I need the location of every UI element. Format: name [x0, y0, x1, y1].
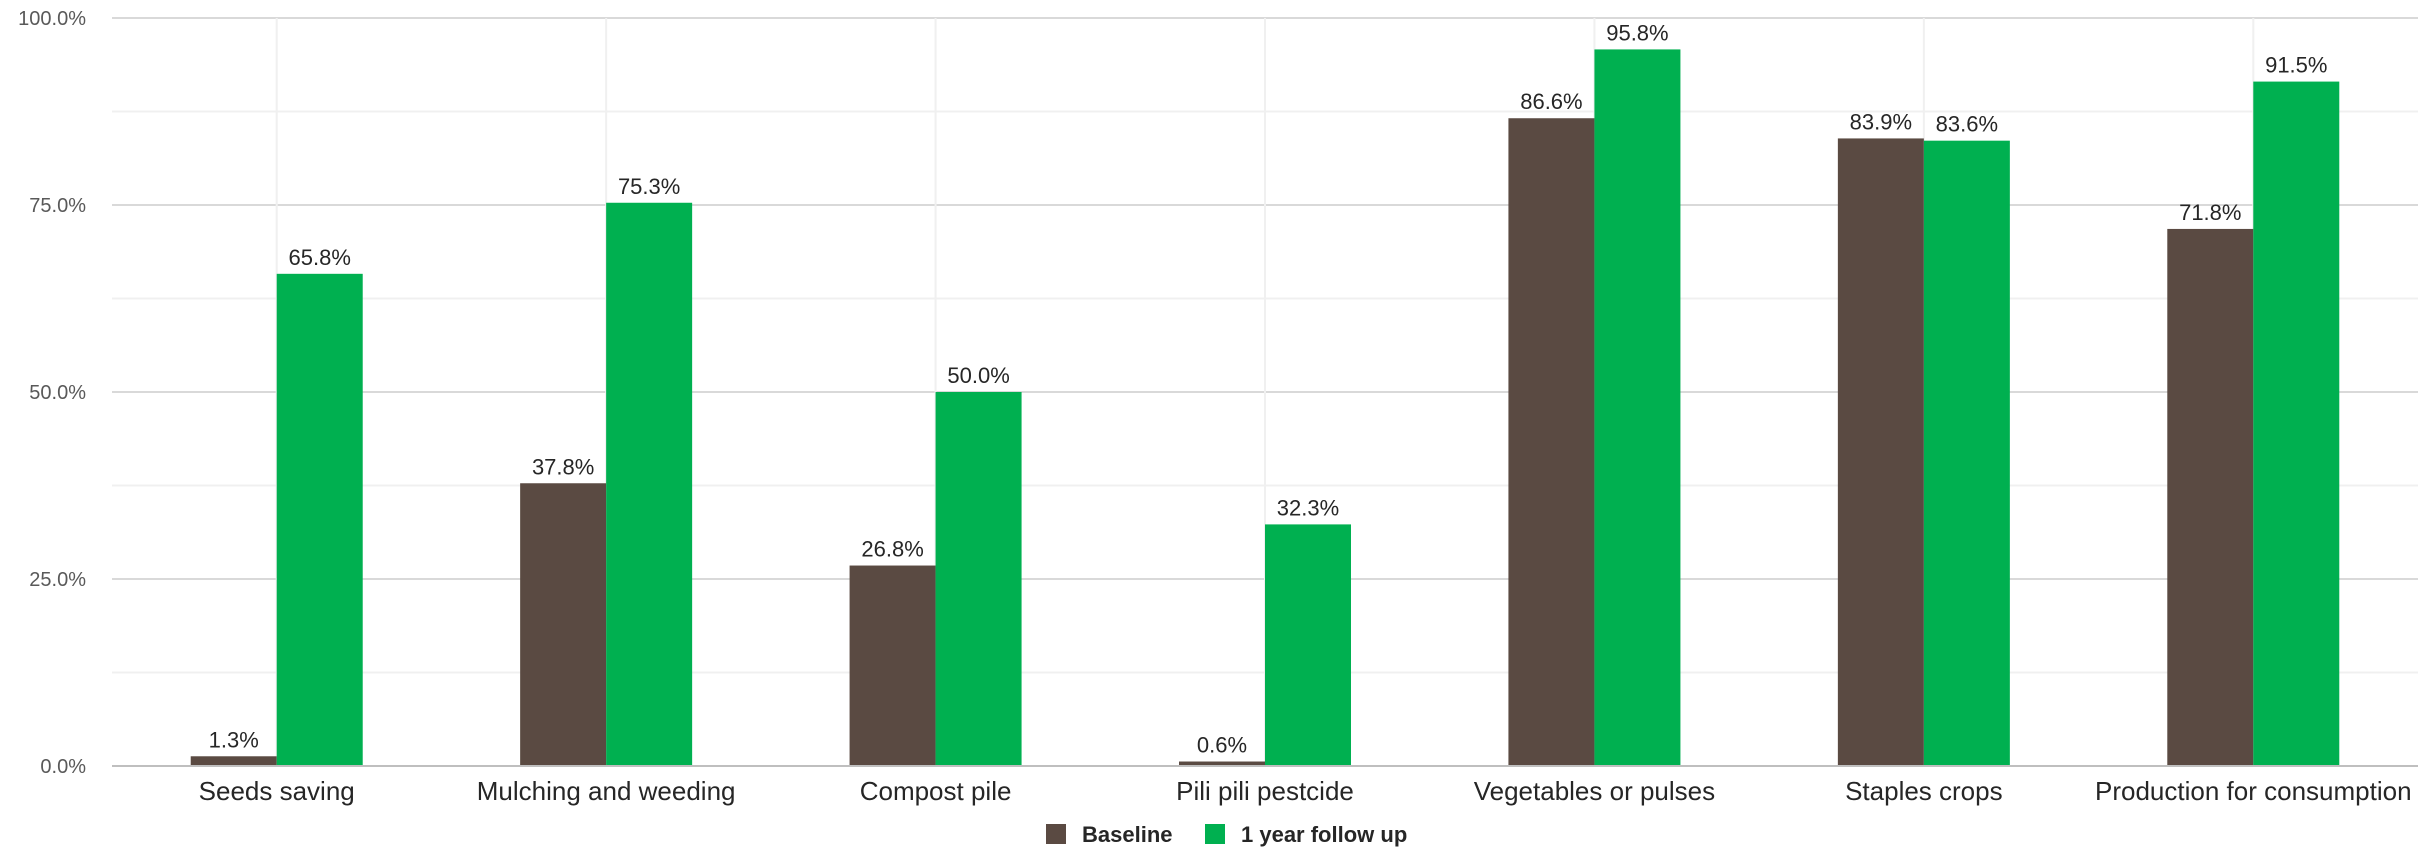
y-tick-label: 100.0% [18, 8, 86, 30]
y-tick-label: 25.0% [29, 569, 86, 591]
bar-baseline [1837, 138, 1924, 767]
data-label: 71.8% [2179, 200, 2241, 225]
legend-label: Baseline [1082, 822, 1173, 847]
data-label: 83.9% [1850, 109, 1912, 134]
data-label: 75.3% [618, 174, 680, 199]
y-axis-tick-labels: 0.0% 25.0% 50.0% 75.0% 100.0% [18, 8, 86, 778]
x-tick-label: Production for consumption [2095, 776, 2412, 806]
data-label: 86.6% [1520, 89, 1582, 114]
bar-follow-up [606, 202, 693, 767]
data-label: 95.8% [1606, 20, 1668, 45]
data-label: 83.6% [1936, 112, 1998, 137]
x-tick-label: Seeds saving [199, 776, 355, 806]
bar-baseline [520, 483, 607, 766]
data-label: 0.6% [1197, 733, 1247, 758]
bar-baseline [1508, 118, 1595, 767]
data-label: 91.5% [2265, 53, 2327, 78]
data-label: 65.8% [289, 245, 351, 270]
bars [190, 49, 2340, 767]
x-tick-label: Compost pile [860, 776, 1012, 806]
x-tick-label: Pili pili pestcide [1176, 776, 1354, 806]
legend-swatch [1046, 824, 1066, 844]
y-tick-label: 50.0% [29, 382, 86, 404]
x-tick-label: Mulching and weeding [477, 776, 736, 806]
bar-follow-up [276, 273, 363, 766]
bar-baseline [190, 756, 277, 766]
bar-follow-up [2253, 81, 2340, 766]
data-label: 1.3% [209, 727, 259, 752]
bar-baseline [1179, 761, 1265, 766]
x-tick-label: Staples crops [1845, 776, 2003, 806]
bar-follow-up [935, 392, 1022, 766]
legend-swatch [1205, 824, 1225, 844]
bar-baseline [2167, 228, 2254, 766]
legend: Baseline 1 year follow up [1046, 822, 1407, 847]
data-label: 37.8% [532, 454, 594, 479]
data-label: 50.0% [947, 363, 1009, 388]
data-label: 26.8% [861, 537, 923, 562]
y-tick-label: 75.0% [29, 195, 86, 217]
bar-follow-up [1923, 140, 2010, 766]
bar-baseline [849, 565, 936, 766]
x-tick-label: Vegetables or pulses [1474, 776, 1715, 806]
data-label: 32.3% [1277, 495, 1339, 520]
data-labels: 1.3% 37.8% 26.8% 0.6% 86.6% 83.9% 71.8% 65.8% 75… [209, 20, 2328, 757]
bar-follow-up [1265, 524, 1351, 766]
legend-label: 1 year follow up [1241, 822, 1407, 847]
y-tick-label: 0.0% [40, 756, 86, 778]
bar-follow-up [1594, 49, 1681, 766]
category-labels: Seeds saving Mulching and weeding Compost … [199, 776, 2412, 806]
